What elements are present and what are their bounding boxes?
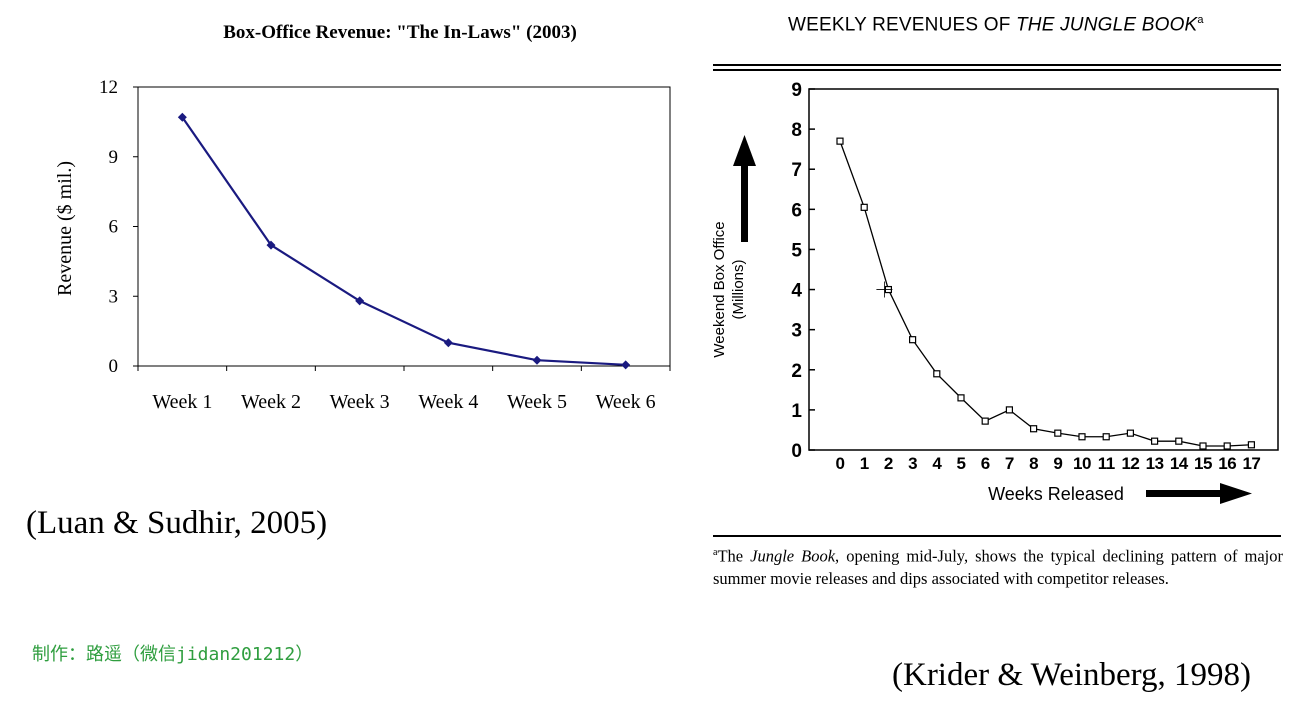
right-title-text: WEEKLY REVENUES OF — [788, 14, 1011, 36]
right-x-tick-label: 12 — [1121, 454, 1139, 473]
right-data-point — [1030, 425, 1038, 433]
right-data-point — [1102, 433, 1110, 441]
right-x-tick-label: 8 — [1029, 454, 1038, 473]
right-y-tick-label: 1 — [791, 401, 802, 422]
right-title-sup: a — [1197, 14, 1204, 26]
right-data-point — [1005, 406, 1013, 414]
left-data-point — [532, 355, 542, 365]
right-y-tick-label: 4 — [791, 281, 802, 302]
right-data-point — [836, 137, 844, 145]
right-y-tick-label: 2 — [791, 361, 802, 382]
left-data-point — [266, 240, 276, 250]
right-x-tick-label: 16 — [1218, 454, 1236, 473]
right-x-tick-label: 0 — [836, 454, 845, 473]
right-y-axis-label-units: (Millions) — [730, 259, 747, 319]
right-data-point — [981, 417, 989, 425]
maker-credit: 制作：路遥（微信jidan201212） — [32, 644, 314, 665]
right-data-point — [1175, 437, 1183, 445]
right-y-tick-label: 7 — [791, 160, 802, 181]
right-y-tick-label: 0 — [791, 441, 802, 462]
right-data-point — [1247, 441, 1256, 449]
up-arrow-shaft — [741, 162, 748, 242]
right-x-tick-label: 9 — [1053, 454, 1062, 473]
right-data-point — [1223, 442, 1231, 450]
right-x-tick-label: 6 — [981, 454, 990, 473]
bottom-rule — [713, 535, 1281, 537]
right-x-tick-label: 4 — [932, 454, 942, 473]
footnote-post: , opening mid-July, shows the typical de… — [713, 546, 1283, 588]
top-rule-1 — [713, 64, 1281, 66]
right-x-tick-label: 7 — [1005, 454, 1014, 473]
right-data-point — [860, 203, 868, 211]
right-data-point — [1078, 433, 1086, 441]
left-citation: (Luan & Sudhir, 2005) — [26, 505, 328, 541]
right-y-tick-label: 8 — [791, 120, 802, 141]
right-x-tick-label: 17 — [1242, 454, 1260, 473]
in-laws-revenue-chart: 0 3 6 9 12 Week 1 Week 2 Week 3 Week 4 Week 5 Week… — [40, 70, 700, 435]
right-data-point — [909, 336, 917, 344]
right-x-tick-label: 14 — [1170, 454, 1189, 473]
right-x-tick-label: 15 — [1194, 454, 1212, 473]
left-data-point — [621, 360, 631, 370]
right-data-point — [957, 394, 965, 402]
left-chart-title: Box-Office Revenue: "The In-Laws" (2003) — [223, 22, 577, 43]
right-arrow-icon — [1220, 483, 1252, 504]
left-y-tick-label: 12 — [99, 77, 118, 98]
footnote-pre: The — [717, 546, 751, 566]
left-y-tick-label: 9 — [109, 147, 119, 168]
left-y-tick-label: 3 — [109, 286, 119, 307]
right-x-axis-label: Weeks Released — [988, 484, 1124, 504]
right-y-tick-label: 9 — [791, 80, 802, 101]
right-citation: (Krider & Weinberg, 1998) — [892, 657, 1252, 693]
right-x-tick-label: 1 — [860, 454, 869, 473]
top-rule-2 — [713, 69, 1281, 71]
in-laws-chart-svg: 0 3 6 9 12 Week 1 Week 2 Week 3 Week 4 Week 5 Week… — [54, 77, 671, 413]
left-y-axis-label: Revenue ($ mil.) — [54, 161, 76, 296]
left-data-point — [443, 338, 453, 348]
left-series-line — [181, 116, 626, 366]
right-y-tick-label: 3 — [791, 321, 802, 342]
right-data-point — [933, 370, 941, 378]
footnote-sup: a — [713, 547, 718, 558]
left-x-tick-label: Week 6 — [596, 391, 656, 413]
right-x-tick-label: 13 — [1146, 454, 1164, 473]
left-x-tick-label: Week 1 — [152, 391, 212, 413]
left-x-tick-label: Week 5 — [507, 391, 567, 413]
right-title-italic: THE JUNGLE BOOK — [1016, 14, 1198, 36]
right-x-tick-label: 2 — [884, 454, 893, 473]
right-y-tick-label: 5 — [791, 240, 802, 261]
left-x-tick-label: Week 2 — [241, 391, 301, 413]
right-x-tick-label: 10 — [1073, 454, 1091, 473]
right-y-tick-label: 6 — [791, 200, 802, 221]
right-series-line — [839, 140, 1252, 447]
right-data-point — [1199, 442, 1207, 450]
right-y-axis-label: Weekend Box Office — [712, 221, 728, 357]
left-x-tick-label: Week 4 — [418, 391, 478, 413]
right-plot-frame — [808, 88, 1279, 451]
footnote-italic: Jungle Book — [750, 546, 836, 566]
left-data-point — [177, 112, 187, 122]
left-y-tick-label: 6 — [109, 217, 119, 238]
right-data-point — [1151, 437, 1159, 445]
jungle-book-revenue-chart: 0 1 2 3 4 5 6 7 8 9 0 1 2 3 4 5 6 7 8 9 10 11 12 13 14 15 16 17 Week… — [711, 80, 1282, 520]
right-data-point — [1126, 429, 1134, 437]
left-y-tick-label: 0 — [109, 356, 119, 377]
right-chart-title: WEEKLY REVENUES OF THE JUNGLE BOOKa — [788, 14, 1204, 36]
right-x-tick-label: 11 — [1098, 454, 1115, 473]
left-x-tick-label: Week 3 — [330, 391, 390, 413]
left-data-point — [355, 296, 365, 306]
right-x-tick-label: 3 — [908, 454, 917, 473]
right-data-point — [1054, 429, 1062, 437]
right-arrow-shaft — [1146, 490, 1224, 497]
right-x-tick-label: 5 — [957, 454, 966, 473]
up-arrow-icon — [733, 135, 756, 166]
left-plot-frame — [137, 86, 671, 367]
footnote: aThe Jungle Book, opening mid-July, show… — [713, 542, 1283, 590]
